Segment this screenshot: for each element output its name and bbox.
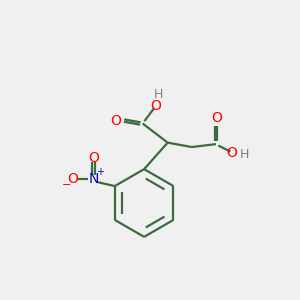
Text: O: O <box>227 146 238 160</box>
Text: O: O <box>151 99 161 113</box>
Text: O: O <box>67 172 78 186</box>
Text: H: H <box>240 148 249 161</box>
Text: −: − <box>62 180 71 190</box>
Text: O: O <box>88 151 99 164</box>
Text: H: H <box>154 88 163 101</box>
Text: N: N <box>88 172 99 186</box>
Text: +: + <box>96 167 104 177</box>
Text: O: O <box>211 111 222 125</box>
Text: O: O <box>111 114 122 128</box>
